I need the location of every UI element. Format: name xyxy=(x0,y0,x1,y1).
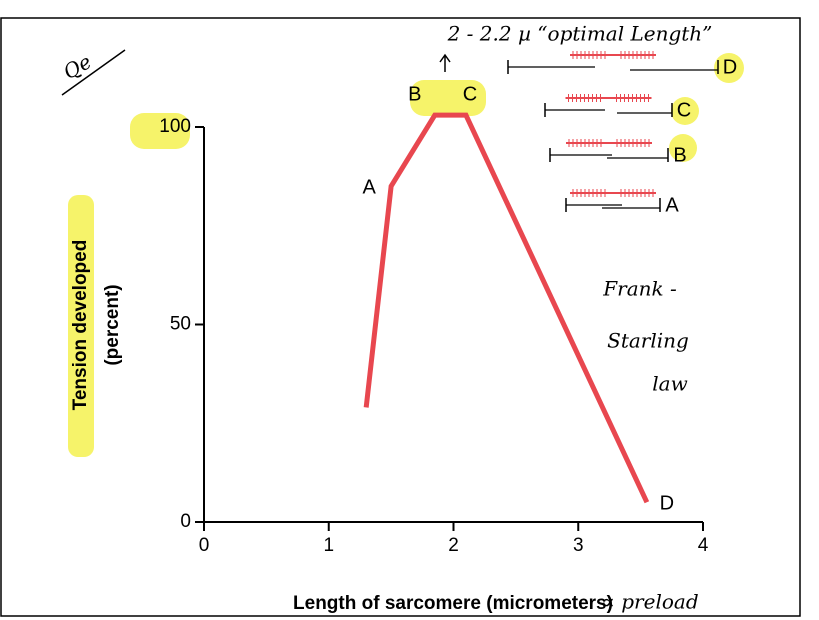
note: Starling xyxy=(607,329,689,353)
highlight xyxy=(68,195,94,457)
point-label: B xyxy=(408,83,421,105)
x-axis-title: Length of sarcomere (micrometers) xyxy=(293,593,613,614)
note: law xyxy=(652,372,687,396)
sarcomere-label: C xyxy=(677,99,691,121)
point-label: A xyxy=(362,177,376,199)
highlight xyxy=(410,80,486,116)
y-tick-label: 0 xyxy=(180,511,191,532)
data-line xyxy=(363,112,650,504)
note: 2 - 2.2 µ “optimal Length” xyxy=(447,22,713,46)
sarcomere-label: A xyxy=(665,194,679,216)
y-axis-title: (percent) xyxy=(102,284,123,365)
point-label: D xyxy=(660,493,674,515)
pen-stroke xyxy=(61,49,126,96)
x-tick-label: 4 xyxy=(698,535,709,556)
highlight xyxy=(669,134,697,162)
note: Qe xyxy=(59,49,95,84)
y-tick-label: 50 xyxy=(170,314,191,335)
sarcomere-label: D xyxy=(723,56,737,78)
point-label: C xyxy=(463,83,477,105)
x-tick-label: 2 xyxy=(448,535,459,556)
x-tick-label: 1 xyxy=(323,535,334,556)
note: ∝ preload xyxy=(601,590,698,614)
highlight xyxy=(714,53,744,83)
y-tick-label: 100 xyxy=(159,116,191,137)
y-axis-title: Tension developed xyxy=(70,240,91,411)
x-tick-label: 3 xyxy=(573,535,584,556)
pen-arrow xyxy=(439,53,451,72)
note: Frank - xyxy=(602,277,677,301)
x-tick-label: 0 xyxy=(199,535,210,556)
highlight xyxy=(671,97,699,125)
highlight xyxy=(130,113,190,149)
frame xyxy=(0,17,801,617)
sarcomere-label: B xyxy=(673,144,686,166)
